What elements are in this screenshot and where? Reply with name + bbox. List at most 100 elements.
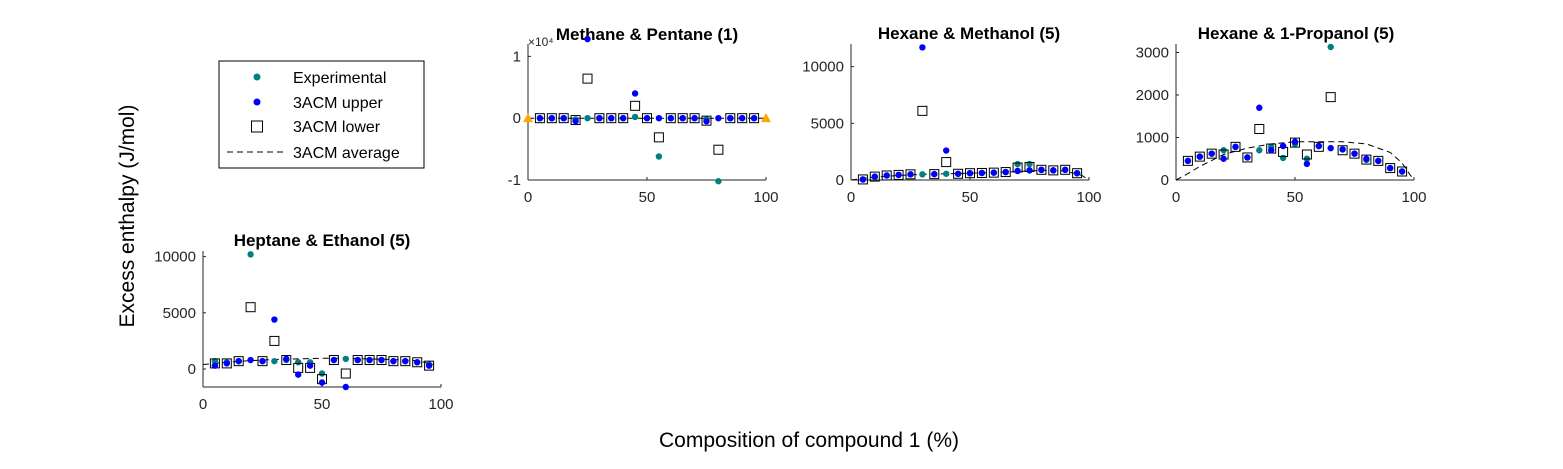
- lower-point: [1385, 163, 1396, 174]
- upper-point: [1303, 160, 1311, 168]
- lower-point: [953, 168, 964, 179]
- upper-point: [1387, 164, 1394, 172]
- lower-point: [618, 113, 629, 124]
- upper-point: [247, 356, 254, 364]
- upper-point: [235, 357, 242, 365]
- legend-label-lower: 3ACM lower: [293, 119, 381, 136]
- upper-point: [1398, 168, 1406, 175]
- lower-point: [364, 355, 375, 366]
- lower-point: [689, 113, 700, 124]
- y-tick-label: 0: [188, 361, 196, 378]
- lower-point: [1361, 154, 1372, 165]
- lower-point: [1048, 165, 1059, 176]
- lower-point: [749, 113, 760, 124]
- experimental-point: [584, 114, 591, 122]
- y-tick-label: 3000: [1136, 45, 1169, 62]
- upper-point: [1002, 168, 1009, 176]
- lower-point: [1337, 145, 1348, 156]
- lower-point: [929, 169, 940, 180]
- upper-point: [631, 90, 639, 97]
- legend-label-average: 3ACM average: [293, 145, 400, 162]
- lower-point: [1254, 124, 1265, 134]
- upper-point: [548, 114, 555, 122]
- lower-point: [340, 368, 351, 379]
- upper-point: [679, 114, 686, 122]
- upper-point: [366, 356, 373, 364]
- experimental-point: [271, 357, 278, 365]
- lower-point: [1194, 151, 1205, 162]
- upper-point: [643, 114, 651, 122]
- upper-point: [1327, 144, 1334, 152]
- lower-point: [1230, 141, 1241, 152]
- y-tick-label: 2000: [1136, 87, 1169, 104]
- upper-point: [907, 171, 914, 178]
- lower-point: [642, 113, 652, 124]
- upper-point: [715, 114, 722, 122]
- upper-point: [931, 170, 938, 178]
- endpoint-marker: [523, 113, 533, 123]
- panel-hexane-propanol: Hexane & 1-Propanol (5) 0 50 1000100020003…: [1136, 24, 1427, 206]
- upper-point: [536, 114, 544, 122]
- upper-point: [954, 170, 962, 177]
- upper-point: [727, 114, 734, 122]
- upper-point: [667, 114, 674, 122]
- x-tick-label: 50: [1287, 189, 1304, 206]
- y-tick-label: -1: [508, 172, 521, 189]
- upper-point: [895, 171, 902, 179]
- upper-point: [1184, 157, 1192, 165]
- upper-point: [378, 356, 385, 364]
- legend: Experimental 3ACM upper 3ACM lower 3ACM …: [218, 60, 425, 169]
- upper-point: [596, 114, 603, 122]
- upper-point: [330, 356, 338, 364]
- x-tick-label: 0: [524, 189, 532, 206]
- lower-point: [582, 73, 593, 84]
- experimental-point: [1256, 147, 1263, 154]
- y-tick-label: 0: [1161, 172, 1169, 189]
- upper-point: [354, 356, 361, 364]
- y-tick-label: 5000: [163, 305, 196, 322]
- upper-point: [1291, 138, 1299, 145]
- x-tick-label: 100: [1401, 189, 1426, 206]
- y-tick-label: 0: [513, 110, 521, 127]
- upper-point: [739, 114, 746, 122]
- upper-point: [919, 44, 926, 51]
- lower-point: [976, 167, 987, 178]
- upper-point: [1050, 167, 1057, 174]
- lower-point: [1313, 141, 1324, 152]
- upper-point: [211, 362, 219, 369]
- lower-point: [1182, 155, 1193, 166]
- upper-point: [703, 118, 710, 125]
- panel-title: Methane & Pentane (1): [556, 25, 738, 44]
- upper-point: [1073, 170, 1081, 177]
- upper-point: [608, 114, 615, 122]
- exponent-label: ×10⁴: [528, 35, 554, 49]
- experimental-point: [247, 251, 254, 258]
- upper-point: [1256, 104, 1263, 111]
- upper-point: [966, 170, 974, 177]
- lower-point: [424, 360, 435, 371]
- lower-point: [233, 356, 244, 367]
- experimental-point: [919, 171, 926, 178]
- lower-point: [725, 113, 736, 124]
- y-tick-label: 10000: [154, 249, 196, 266]
- upper-point: [271, 316, 278, 323]
- lower-point: [917, 105, 928, 116]
- upper-point: [1014, 167, 1021, 175]
- upper-point: [1315, 142, 1323, 150]
- upper-point: [223, 360, 230, 367]
- lower-point: [400, 356, 411, 367]
- experimental-point: [342, 355, 349, 363]
- lower-point: [677, 113, 688, 124]
- lower-point: [1397, 166, 1408, 177]
- upper-point: [691, 114, 698, 122]
- x-tick-label: 100: [1076, 189, 1101, 206]
- upper-point: [584, 35, 591, 43]
- lower-point: [941, 157, 952, 168]
- lower-point: [1060, 164, 1071, 175]
- lower-point: [869, 171, 880, 182]
- lower-point: [245, 302, 256, 313]
- lower-point: [257, 356, 268, 367]
- lower-point: [965, 168, 975, 179]
- upper-point: [750, 114, 758, 122]
- upper-point: [1208, 150, 1215, 157]
